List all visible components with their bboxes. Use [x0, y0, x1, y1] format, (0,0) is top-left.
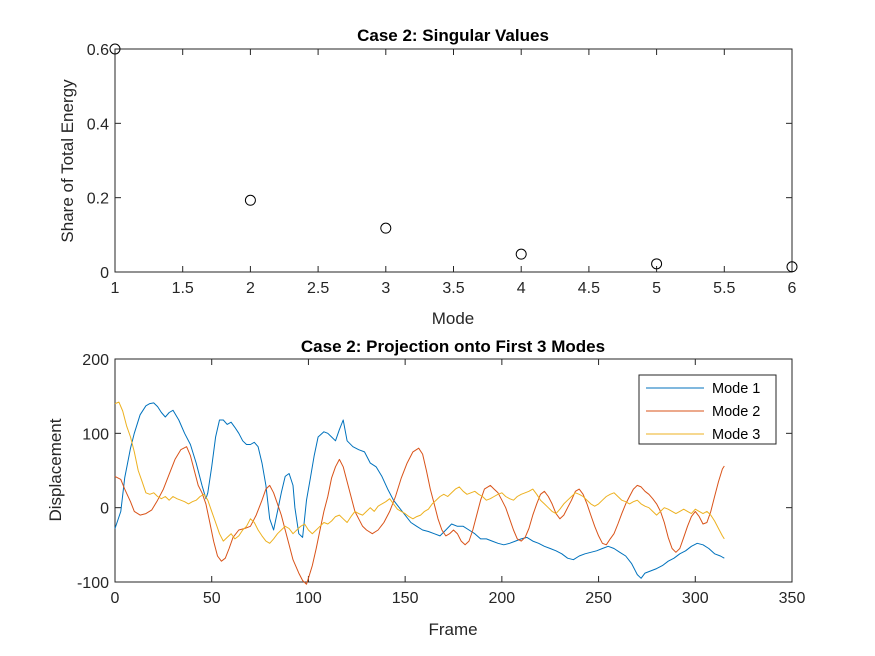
data-point	[651, 258, 663, 270]
singular-values-axes: Case 2: Singular Values Mode Share of To…	[58, 26, 798, 328]
legend-label: Mode 2	[712, 404, 760, 420]
data-point	[786, 261, 798, 273]
legend-label: Mode 3	[712, 427, 760, 443]
y-axis-label: Displacement	[46, 418, 65, 521]
x-tick-label: 4.5	[578, 280, 600, 297]
axes-frame	[114, 48, 793, 273]
x-tick-label: 350	[779, 590, 806, 607]
y-tick-label: 0	[100, 265, 109, 282]
series-line-mode-2	[114, 446, 725, 585]
series-line-mode-1	[114, 402, 725, 579]
x-tick-label: 200	[489, 590, 516, 607]
projection-axes: Case 2: Projection onto First 3 Modes Fr…	[46, 337, 805, 639]
x-tick-label: 6	[788, 280, 797, 297]
data-point	[109, 43, 121, 55]
data-marks	[109, 43, 798, 273]
y-tick-label: 0.2	[87, 191, 109, 208]
chart-title: Case 2: Projection onto First 3 Modes	[301, 337, 605, 356]
x-tick-label: 5	[652, 280, 661, 297]
x-tick-label: 1	[111, 280, 120, 297]
x-tick-label: 300	[682, 590, 709, 607]
x-axis-label: Mode	[432, 309, 475, 328]
x-tick-label: 2.5	[307, 280, 329, 297]
y-tick-label: 200	[82, 352, 109, 369]
y-tick-label: 0	[100, 501, 109, 518]
x-tick-label: 3.5	[442, 280, 464, 297]
x-tick-label: 50	[203, 590, 221, 607]
tick-group: 1 1.5 2 2.5 3 3.5 4 4.5 5 5.5 6 0 0.2 0.4 0.6	[87, 42, 797, 297]
x-tick-label: 4	[517, 280, 526, 297]
data-point	[515, 248, 527, 260]
x-tick-label: 2	[246, 280, 255, 297]
data-lines	[114, 401, 725, 585]
x-tick-label: 1.5	[172, 280, 194, 297]
x-tick-label: 3	[381, 280, 390, 297]
y-tick-label: 0.6	[87, 42, 109, 59]
x-tick-label: 0	[111, 590, 120, 607]
x-tick-label: 100	[295, 590, 322, 607]
series-line-mode-3	[114, 401, 725, 544]
y-axis-label: Share of Total Energy	[58, 79, 77, 243]
y-tick-label: -100	[77, 575, 109, 592]
data-point	[380, 222, 392, 234]
x-tick-label: 5.5	[713, 280, 735, 297]
x-axis-label: Frame	[428, 620, 477, 639]
data-point	[244, 194, 256, 206]
x-tick-label: 150	[392, 590, 419, 607]
y-tick-label: 100	[82, 426, 109, 443]
x-tick-label: 250	[585, 590, 612, 607]
legend: Mode 1 Mode 2 Mode 3	[638, 374, 777, 445]
legend-label: Mode 1	[712, 381, 760, 397]
y-tick-label: 0.4	[87, 116, 109, 133]
legend-box	[638, 374, 777, 445]
chart-title: Case 2: Singular Values	[357, 26, 549, 45]
